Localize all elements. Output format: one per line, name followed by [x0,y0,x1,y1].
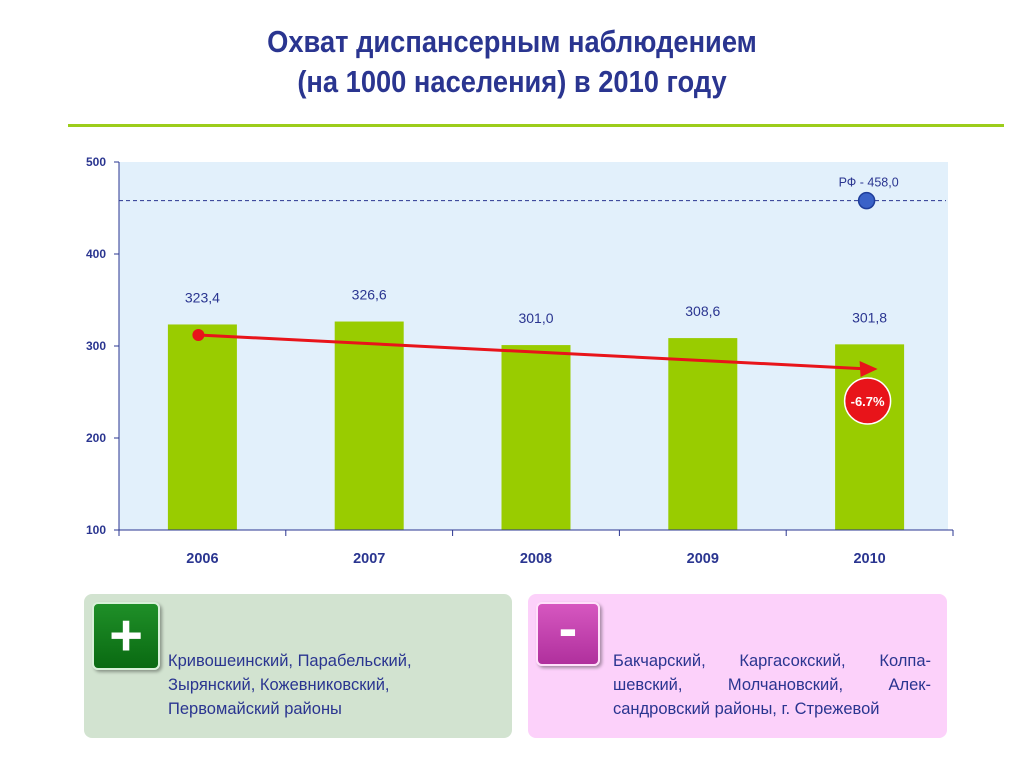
title-divider [68,124,1004,127]
data-label-2009: 308,6 [685,303,720,319]
trend-arrowhead [859,361,878,377]
y-tick-label-400: 400 [86,247,106,261]
positive-line-3: Первомайский районы [168,700,342,718]
trend-start-marker [192,328,205,341]
x-tick-label-2006: 2006 [186,551,218,567]
y-tick-label-300: 300 [86,339,106,353]
plus-sign: + [109,603,143,668]
y-tick-label-200: 200 [86,431,106,445]
bar-chart: 323,4 326,6 301,0 308,6 301,8 100 200 300 400 50… [86,155,954,567]
positive-line-1: Кривошеинский, Парабельский, [168,652,412,670]
change-badge-label: -6.7% [851,394,885,409]
data-label-2010: 301,8 [852,309,887,325]
title-line-1: Охват диспансерным наблюдением [267,24,757,59]
x-tick-label-2007: 2007 [353,551,385,567]
x-tick-label-2010: 2010 [853,551,885,567]
trend-line [198,333,864,371]
bar-2008 [501,345,571,530]
minus-icon: - [536,596,600,666]
x-tick-label-2009: 2009 [687,551,719,567]
data-label-2007: 326,6 [352,287,387,303]
plus-icon: + [92,602,160,670]
reference-marker [857,191,876,210]
bar-2006 [167,324,237,530]
y-tick-label-100: 100 [86,523,106,537]
title-line-2: (на 1000 населения) в 2010 году [297,64,727,99]
data-label-2006: 323,4 [185,289,220,305]
positive-districts-text: Кривошеинский, Парабельский, Зырянский, … [168,649,498,721]
x-tick-label-2008: 2008 [520,551,552,567]
data-label-2008: 301,0 [518,310,553,326]
positive-line-2: Зырянский, Кожевниковский, [168,676,390,694]
y-tick-label-500: 500 [86,155,106,169]
bar-2010 [835,344,905,530]
minus-sign: - [558,596,578,659]
bar-2009 [668,338,738,530]
change-badge [843,377,892,425]
bar-2007 [334,321,404,530]
negative-districts-text: Бакчарский, Каргасокский, Колпа-шевский,… [613,652,931,718]
reference-label: РФ - 458,0 [839,176,899,190]
page-title: Охват диспансерным наблюдением (на 1000 … [61,22,962,102]
